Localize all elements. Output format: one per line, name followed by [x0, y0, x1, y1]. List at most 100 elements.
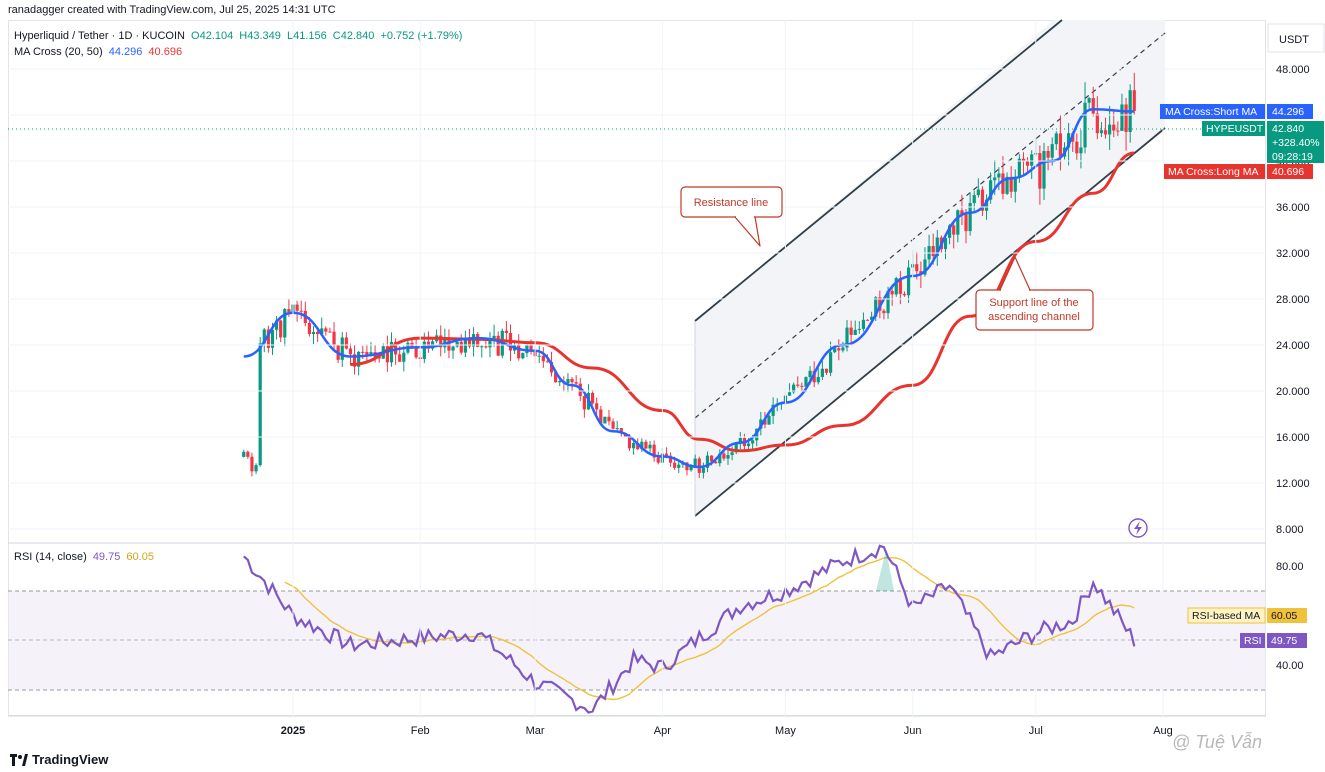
candle-body: [549, 361, 554, 373]
candle-body: [307, 322, 312, 335]
candle-body: [718, 453, 722, 464]
resistance-callout[interactable]: Resistance line: [680, 186, 783, 247]
candle-body: [800, 385, 804, 387]
tradingview-logo-icon: [10, 753, 28, 766]
candle-body: [266, 329, 270, 348]
candle-body: [316, 331, 320, 335]
time-tick-label: May: [775, 725, 796, 737]
time-tick-label: Feb: [411, 725, 430, 737]
channel-midline: [694, 32, 1166, 419]
candle-body: [295, 304, 299, 311]
resistance-line[interactable]: [694, 19, 1063, 322]
candle-body: [279, 320, 283, 338]
candle-body: [311, 331, 316, 335]
candle-body: [270, 329, 275, 348]
candle-body: [328, 331, 332, 333]
brand-name: TradingView: [32, 752, 109, 767]
lightning-icon[interactable]: [1128, 518, 1148, 538]
currency-box[interactable]: [1267, 23, 1325, 53]
candle-body: [525, 344, 529, 354]
candle-body: [287, 309, 291, 313]
candle-body: [652, 444, 656, 458]
candle-body: [595, 403, 599, 410]
candle-body: [402, 352, 406, 362]
candle-body: [250, 456, 254, 472]
candle-body: [455, 341, 459, 347]
candle-body: [668, 455, 673, 463]
candle-body: [414, 348, 418, 358]
candle-body: [1050, 144, 1054, 158]
candle-body: [254, 465, 258, 472]
candle-body: [816, 376, 820, 383]
ohlc-low: L41.156: [286, 30, 327, 42]
candle-body: [804, 377, 808, 387]
price-tick-label: 16.000: [1276, 432, 1310, 444]
candle-body: [828, 352, 833, 373]
tradingview-brand[interactable]: TradingView: [10, 752, 108, 767]
candle-body: [730, 452, 734, 455]
candle-body: [738, 438, 742, 444]
candle-body: [894, 278, 898, 295]
candle-body: [906, 267, 911, 296]
candle-body: [1038, 153, 1042, 189]
candle-body: [824, 368, 829, 373]
candle-body: [1132, 90, 1136, 111]
candle-body: [693, 458, 697, 466]
candle-body: [1075, 141, 1079, 154]
candle-body: [451, 346, 455, 351]
candle-body: [447, 337, 451, 351]
candle-body: [1120, 104, 1124, 131]
candle-body: [640, 441, 644, 450]
candle-body: [1030, 154, 1034, 166]
candle-body: [997, 173, 1001, 178]
candle-body: [554, 372, 558, 383]
candle-body: [870, 316, 874, 320]
ohlc-open: O42.104: [191, 30, 234, 42]
currency-label: USDT: [1279, 34, 1309, 46]
short-ma-value: 44.296: [1272, 106, 1304, 118]
candle-body: [361, 351, 365, 353]
price-tick-label: 36.000: [1276, 202, 1310, 214]
long-ma-value: 40.696: [1272, 166, 1304, 178]
candle-body: [332, 331, 336, 346]
candle-body: [389, 341, 394, 363]
candle-body: [980, 189, 985, 211]
rsi-line: [243, 544, 1136, 714]
support-callout[interactable]: Support line of the ascending channel: [975, 256, 1094, 331]
support-callout-text-2: ascending channel: [988, 311, 1080, 323]
rsi-band: [8, 591, 1266, 690]
candle-body: [262, 329, 266, 344]
ma-legend: MA Cross (20, 50) 44.296 40.696: [14, 46, 185, 58]
candle-body: [845, 327, 849, 348]
candle-body: [558, 380, 562, 383]
candle-body: [972, 195, 976, 204]
candle-body: [886, 290, 890, 314]
candle-body: [1025, 160, 1030, 166]
ma-title: MA Cross (20, 50): [14, 46, 103, 58]
rsi-ma-line: [284, 556, 1135, 701]
candle-body: [820, 368, 824, 377]
candle-body: [619, 428, 623, 434]
candle-body: [1124, 104, 1128, 132]
rsi-legend: RSI (14, close) 49.75 60.05: [14, 551, 157, 563]
price-tick-label: 24.000: [1276, 340, 1310, 352]
candle-body: [746, 443, 751, 447]
rsi-title: RSI (14, close): [14, 551, 87, 563]
candle-body: [344, 337, 348, 349]
candle-body: [812, 370, 816, 383]
candle-body: [1042, 150, 1046, 189]
candle-body: [320, 328, 324, 335]
rsi-tag-label: RSI: [1244, 635, 1262, 647]
candle-body: [283, 309, 287, 338]
candle-body: [496, 335, 500, 356]
resistance-callout-box: [680, 186, 783, 218]
price-tick-label: 12.000: [1276, 478, 1310, 490]
candle-body: [1017, 158, 1021, 178]
candle-body: [1005, 176, 1009, 194]
rsi-ma-tag: [1187, 607, 1266, 624]
rsi-axis: 80.00 40.00: [1276, 561, 1304, 672]
candle-body: [898, 278, 902, 294]
candle-body: [648, 444, 652, 449]
candle-body: [1112, 124, 1116, 131]
